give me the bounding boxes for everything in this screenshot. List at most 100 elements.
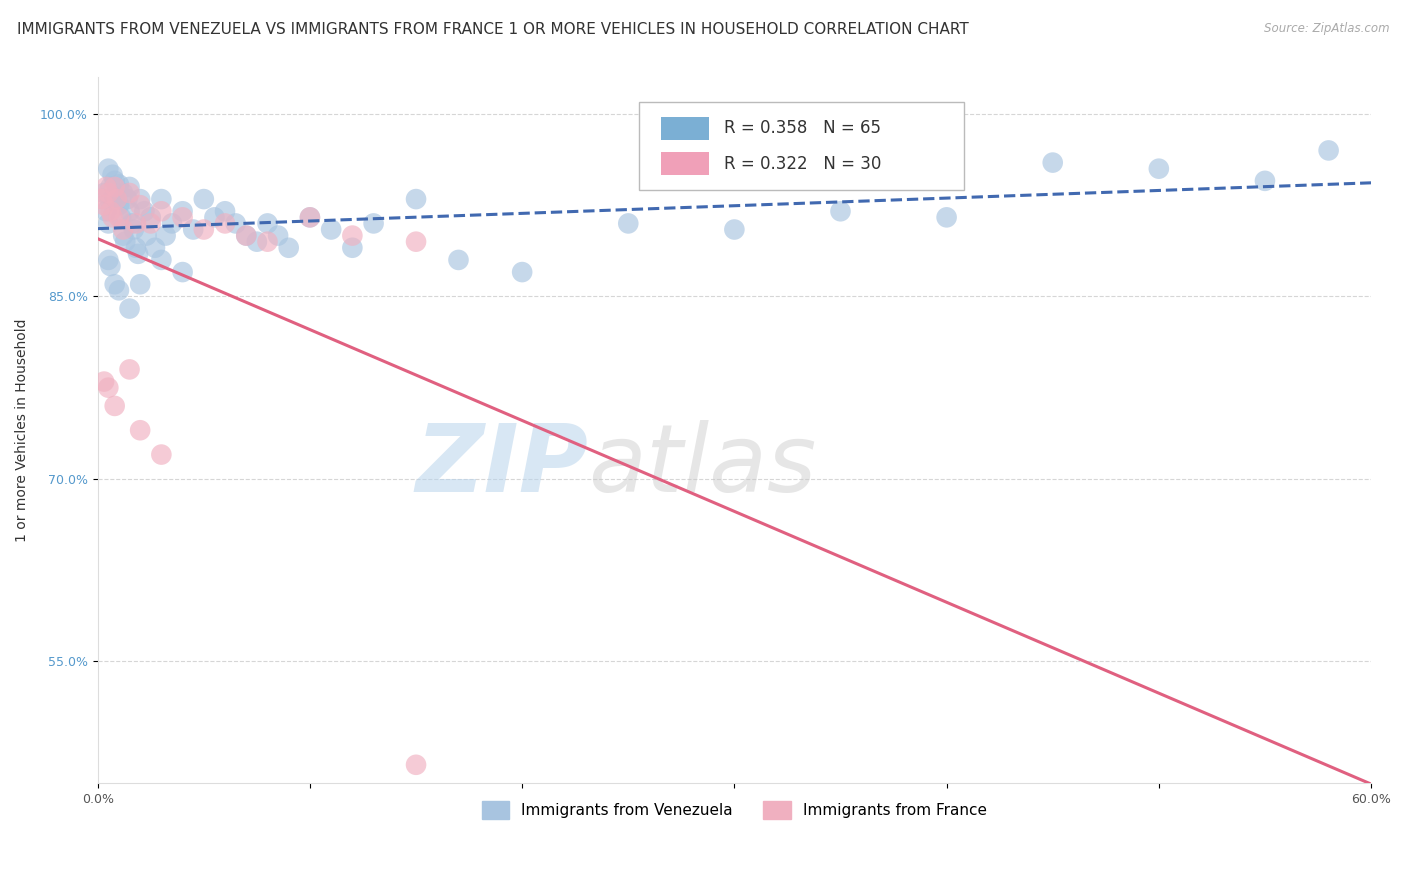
Point <box>298 211 321 225</box>
Point <box>181 222 204 236</box>
Text: IMMIGRANTS FROM VENEZUELA VS IMMIGRANTS FROM FRANCE 1 OR MORE VEHICLES IN HOUSEH: IMMIGRANTS FROM VENEZUELA VS IMMIGRANTS … <box>17 22 969 37</box>
Point <box>100 259 122 273</box>
Point <box>108 211 131 225</box>
Point <box>235 228 257 243</box>
Point <box>256 235 278 249</box>
Point <box>135 228 157 243</box>
Point <box>830 204 852 219</box>
Point <box>118 362 141 376</box>
Point <box>225 216 247 230</box>
Point <box>342 241 364 255</box>
Point <box>117 192 139 206</box>
Point <box>114 235 136 249</box>
Point <box>246 235 269 249</box>
Point <box>363 216 385 230</box>
Point <box>235 228 257 243</box>
Point <box>617 216 640 230</box>
FancyBboxPatch shape <box>638 103 963 190</box>
Point <box>129 198 152 212</box>
Point <box>172 265 194 279</box>
Point <box>155 228 177 243</box>
Text: atlas: atlas <box>588 420 817 511</box>
Point <box>129 277 152 292</box>
Text: ZIP: ZIP <box>415 419 588 511</box>
Point <box>125 241 148 255</box>
Point <box>321 222 343 236</box>
Point <box>172 204 194 219</box>
Point <box>405 235 427 249</box>
Point <box>100 204 122 219</box>
Point <box>256 216 278 230</box>
Point <box>108 178 131 192</box>
Point <box>342 228 364 243</box>
Y-axis label: 1 or more Vehicles in Household: 1 or more Vehicles in Household <box>15 318 30 542</box>
Point <box>214 204 236 219</box>
Point <box>108 283 131 297</box>
Point <box>723 222 745 236</box>
Point <box>510 265 533 279</box>
Text: R = 0.322   N = 30: R = 0.322 N = 30 <box>724 154 882 172</box>
Point <box>204 211 226 225</box>
Point <box>112 222 135 236</box>
Point <box>112 228 135 243</box>
Point <box>447 252 470 267</box>
Point <box>150 204 173 219</box>
Point <box>104 174 127 188</box>
Point <box>172 211 194 225</box>
Point <box>405 757 427 772</box>
Point <box>97 381 120 395</box>
Point <box>160 216 183 230</box>
Point <box>129 192 152 206</box>
Point <box>96 204 118 219</box>
Point <box>193 222 215 236</box>
Point <box>118 301 141 316</box>
Point <box>277 241 299 255</box>
Point <box>1042 155 1064 169</box>
Point <box>150 192 173 206</box>
Point <box>104 399 127 413</box>
Point <box>267 228 290 243</box>
Point <box>214 216 236 230</box>
FancyBboxPatch shape <box>661 117 709 139</box>
Point <box>1147 161 1170 176</box>
Point <box>935 211 957 225</box>
Text: R = 0.358   N = 65: R = 0.358 N = 65 <box>724 120 882 137</box>
Point <box>93 198 115 212</box>
Point <box>104 189 127 203</box>
Point <box>298 211 321 225</box>
Point <box>97 252 120 267</box>
Text: Source: ZipAtlas.com: Source: ZipAtlas.com <box>1264 22 1389 36</box>
Point <box>122 222 145 236</box>
Point <box>91 192 114 206</box>
Point <box>97 161 120 176</box>
Point <box>139 216 162 230</box>
FancyBboxPatch shape <box>661 153 709 175</box>
Point <box>193 192 215 206</box>
Point <box>100 194 122 209</box>
Point <box>118 204 141 219</box>
Point <box>118 186 141 200</box>
Point <box>1317 144 1340 158</box>
Point <box>143 241 166 255</box>
Point <box>93 375 115 389</box>
Point <box>104 277 127 292</box>
Point <box>105 192 128 206</box>
Point <box>134 204 156 219</box>
Point <box>104 180 127 194</box>
Point <box>108 198 131 212</box>
Point <box>139 211 162 225</box>
Point <box>150 448 173 462</box>
Point <box>110 211 132 225</box>
Point <box>118 180 141 194</box>
Point <box>112 186 135 200</box>
Point <box>105 192 128 206</box>
Point <box>125 216 148 230</box>
Point <box>101 168 124 182</box>
Point <box>97 186 120 200</box>
Point <box>129 423 152 437</box>
Legend: Immigrants from Venezuela, Immigrants from France: Immigrants from Venezuela, Immigrants fr… <box>475 795 993 825</box>
Point <box>97 216 120 230</box>
Point <box>150 252 173 267</box>
Point <box>1254 174 1277 188</box>
Point <box>127 247 149 261</box>
